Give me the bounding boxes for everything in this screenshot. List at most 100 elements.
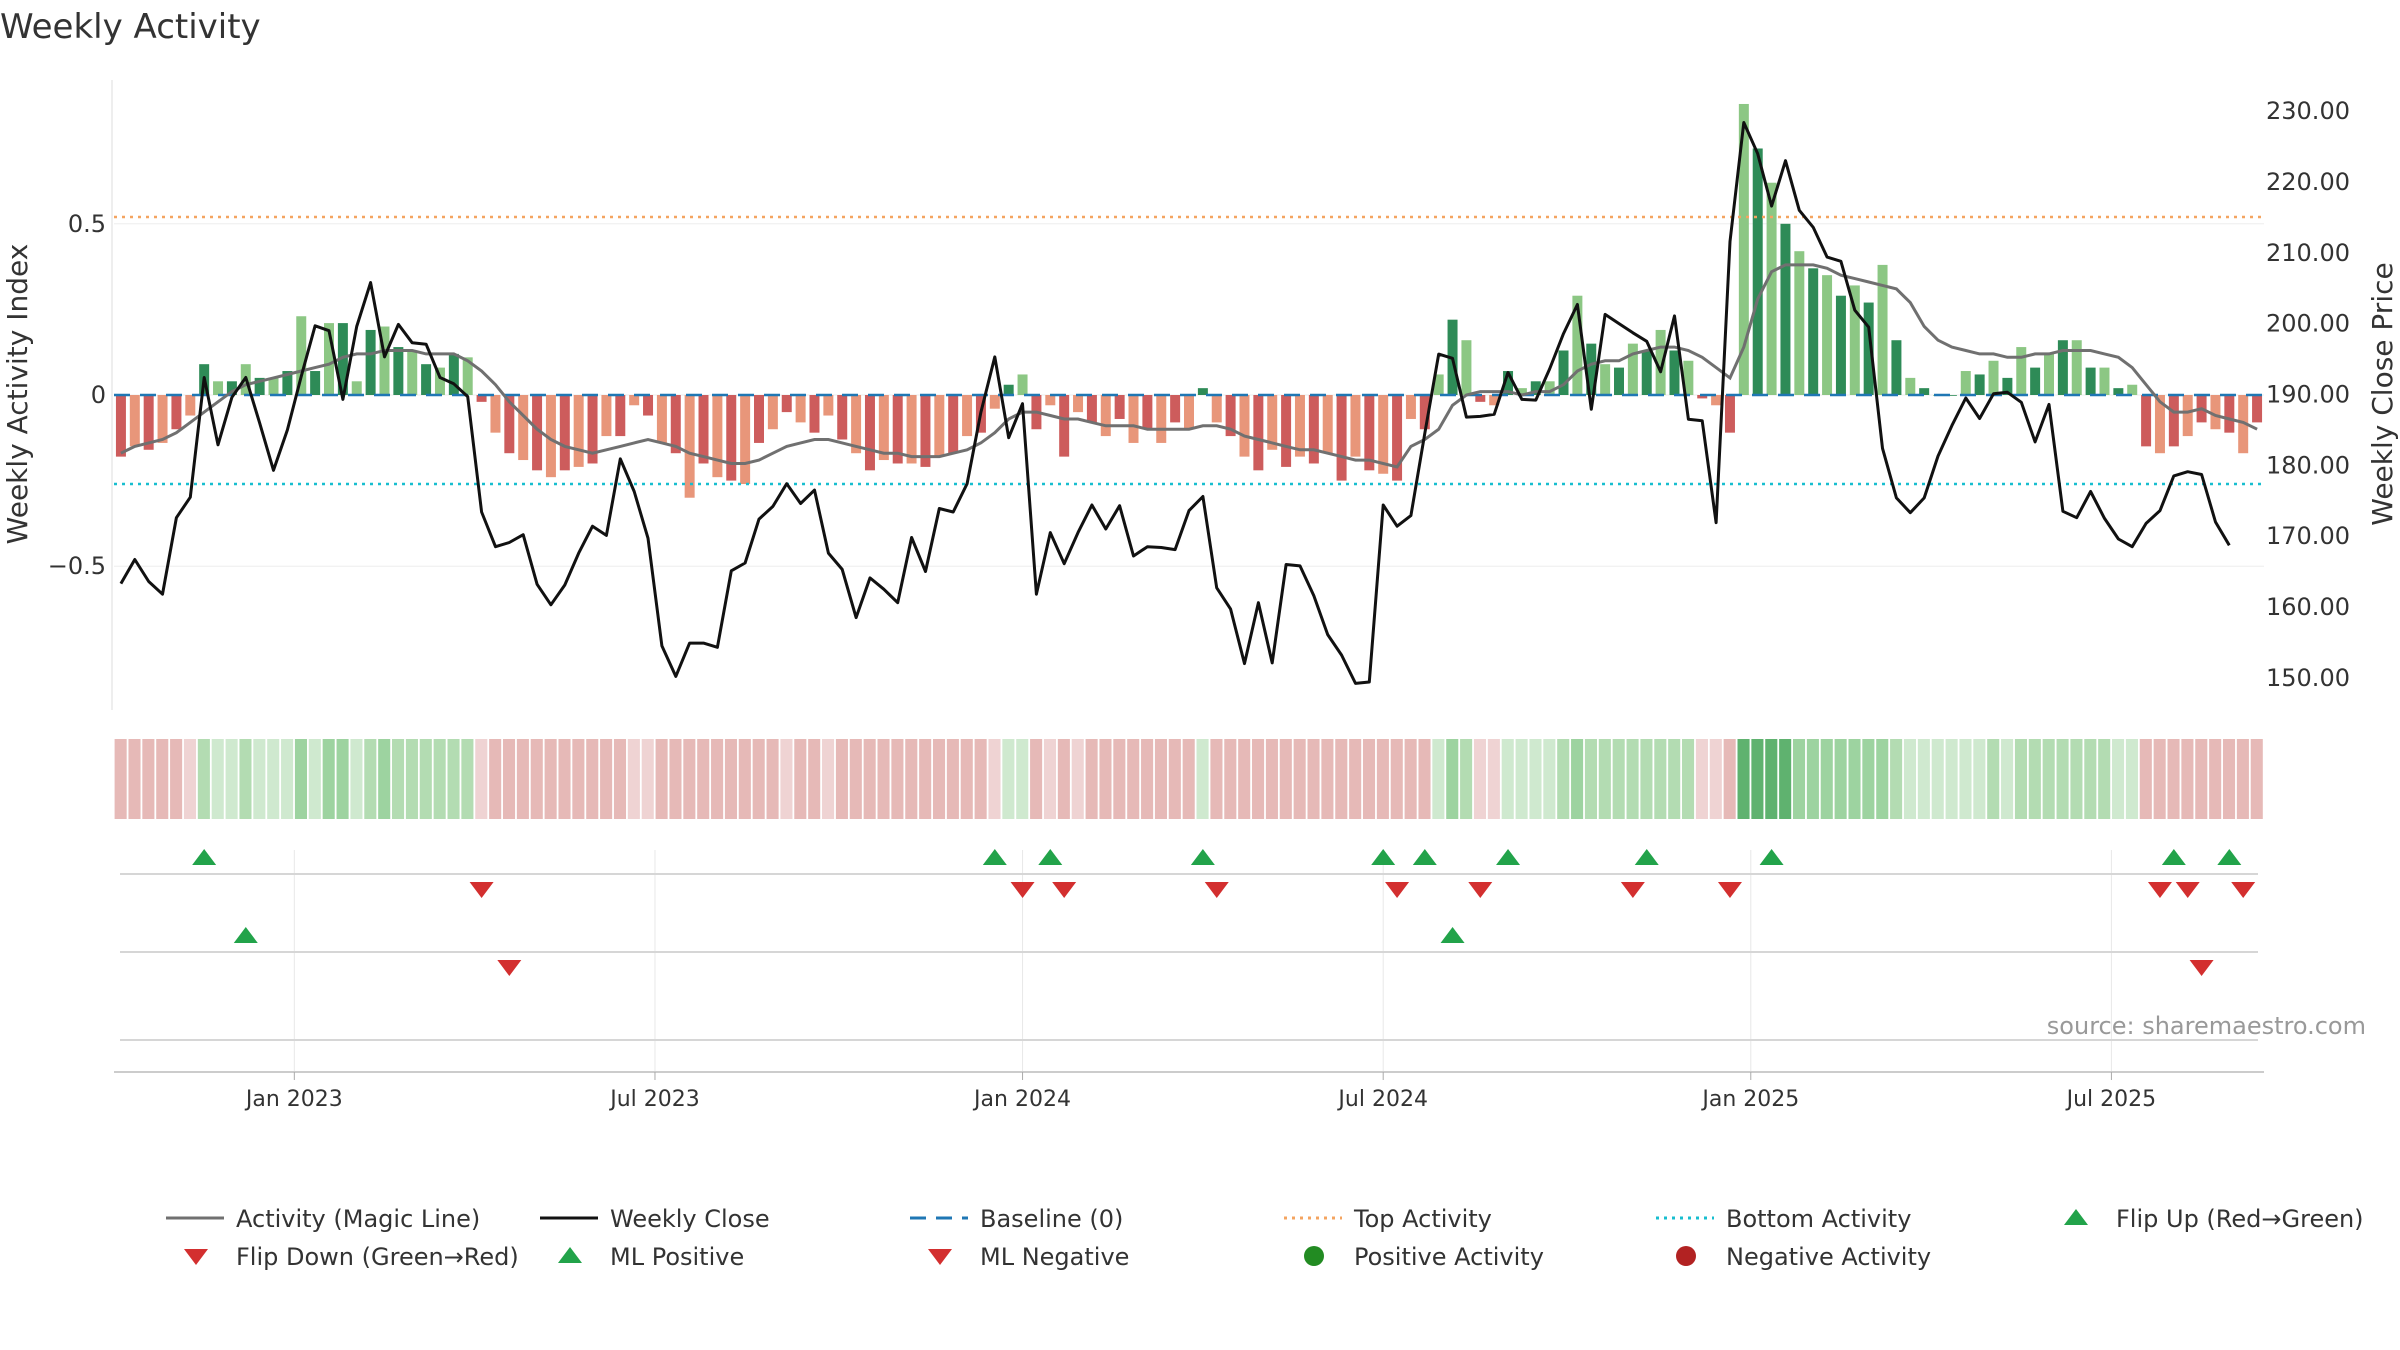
heat-cell bbox=[1890, 739, 1903, 819]
activity-bar bbox=[1239, 395, 1250, 457]
heat-cell bbox=[294, 739, 307, 819]
activity-bar bbox=[296, 316, 307, 395]
y-right-tick-label: 150.00 bbox=[2266, 664, 2350, 692]
activity-bar bbox=[2030, 367, 2041, 395]
heat-cell bbox=[1626, 739, 1639, 819]
heat-cell bbox=[392, 739, 405, 819]
heat-cell bbox=[1446, 739, 1459, 819]
activity-bar bbox=[157, 395, 168, 443]
activity-bar bbox=[1877, 264, 1888, 395]
flip-down-marker bbox=[1052, 882, 1077, 898]
legend-item: Positive Activity bbox=[1304, 1243, 1544, 1271]
heat-cell bbox=[308, 739, 321, 819]
heat-cell bbox=[1931, 739, 1944, 819]
activity-bar bbox=[809, 395, 820, 433]
activity-bar bbox=[559, 395, 570, 471]
flip-down-marker bbox=[1468, 882, 1493, 898]
heat-cell bbox=[669, 739, 682, 819]
activity-bar bbox=[434, 367, 445, 395]
heat-cell bbox=[1501, 739, 1514, 819]
activity-bar bbox=[268, 377, 279, 395]
legend-label: Baseline (0) bbox=[980, 1205, 1123, 1233]
heat-cell bbox=[350, 739, 363, 819]
y-right-tick-label: 230.00 bbox=[2266, 97, 2350, 125]
heat-cell bbox=[1695, 739, 1708, 819]
activity-bar bbox=[407, 350, 418, 395]
y-right-tick-label: 220.00 bbox=[2266, 168, 2350, 196]
activity-bar bbox=[615, 395, 626, 437]
heat-cell bbox=[1002, 739, 1015, 819]
legend-item: Flip Down (Green→Red) bbox=[184, 1243, 519, 1271]
activity-bar bbox=[2057, 340, 2068, 395]
activity-bar bbox=[795, 395, 806, 423]
activity-bar bbox=[656, 395, 667, 443]
heat-cell bbox=[1390, 739, 1403, 819]
x-tick-label: Jan 2024 bbox=[972, 1087, 1071, 1112]
heat-cell bbox=[516, 739, 529, 819]
heat-cell bbox=[1834, 739, 1847, 819]
flip-down-marker bbox=[2175, 882, 2200, 898]
activity-bar bbox=[587, 395, 598, 464]
activity-bar bbox=[2127, 384, 2138, 395]
activity-bar bbox=[864, 395, 875, 471]
activity-bar bbox=[2044, 353, 2054, 395]
heat-cell bbox=[2209, 739, 2222, 819]
heat-cell bbox=[1709, 739, 1722, 819]
activity-bar bbox=[2141, 395, 2152, 447]
heat-cell bbox=[1723, 739, 1736, 819]
activity-bar bbox=[1808, 268, 1819, 395]
x-tick-label: Jan 2025 bbox=[1700, 1087, 1799, 1112]
activity-bar bbox=[337, 323, 348, 395]
heat-cell bbox=[1806, 739, 1819, 819]
heat-cell bbox=[1196, 739, 1209, 819]
legend-item: Bottom Activity bbox=[1656, 1205, 1911, 1233]
legend-item: Baseline (0) bbox=[910, 1205, 1123, 1233]
heat-cell bbox=[1127, 739, 1140, 819]
activity-bar bbox=[462, 357, 473, 395]
heat-cell bbox=[2250, 739, 2263, 819]
activity-bar bbox=[601, 395, 612, 437]
heat-cell bbox=[2042, 739, 2055, 819]
flip-up-marker bbox=[1038, 849, 1063, 865]
heat-cell bbox=[613, 739, 627, 819]
ml-positive-marker bbox=[233, 927, 258, 943]
heat-cell bbox=[530, 739, 543, 819]
heat-cell bbox=[2084, 739, 2097, 819]
activity-bar bbox=[1586, 343, 1597, 395]
heat-cell bbox=[932, 739, 946, 819]
activity-bar bbox=[1100, 395, 1111, 437]
activity-bar bbox=[1364, 395, 1375, 471]
activity-bar bbox=[712, 395, 723, 478]
activity-bar bbox=[1059, 395, 1070, 457]
heat-cell bbox=[738, 739, 751, 819]
activity-bar bbox=[532, 395, 543, 471]
heat-cell bbox=[1473, 739, 1487, 819]
heat-cell bbox=[378, 739, 391, 819]
heat-cell bbox=[1293, 739, 1306, 819]
heat-cell bbox=[1820, 739, 1833, 819]
legend-item: Negative Activity bbox=[1676, 1243, 1931, 1271]
flip-down-marker bbox=[1010, 882, 1035, 898]
heat-cell bbox=[1030, 739, 1043, 819]
activity-bar bbox=[1988, 360, 1999, 395]
legend-label: Positive Activity bbox=[1354, 1243, 1544, 1271]
legend-swatch-tri-down bbox=[928, 1249, 952, 1265]
activity-bar bbox=[185, 395, 196, 416]
activity-bar bbox=[1544, 381, 1555, 395]
activity-bar bbox=[767, 395, 778, 430]
y-right-tick-label: 160.00 bbox=[2266, 593, 2350, 621]
activity-bar bbox=[1017, 374, 1028, 395]
activity-bar bbox=[1627, 343, 1638, 395]
heat-cell bbox=[239, 739, 252, 819]
activity-bar bbox=[213, 381, 224, 395]
heat-cell bbox=[655, 739, 668, 819]
heat-cell bbox=[683, 739, 696, 819]
flip-down-marker bbox=[1204, 882, 1229, 898]
heat-cell bbox=[183, 739, 197, 819]
heat-cell bbox=[1335, 739, 1348, 819]
heat-cell bbox=[794, 739, 807, 819]
y-right-tick-label: 190.00 bbox=[2266, 381, 2350, 409]
legend-label: ML Positive bbox=[610, 1243, 744, 1271]
legend-item: Activity (Magic Line) bbox=[166, 1205, 480, 1233]
legend-swatch-circle bbox=[1676, 1246, 1696, 1266]
